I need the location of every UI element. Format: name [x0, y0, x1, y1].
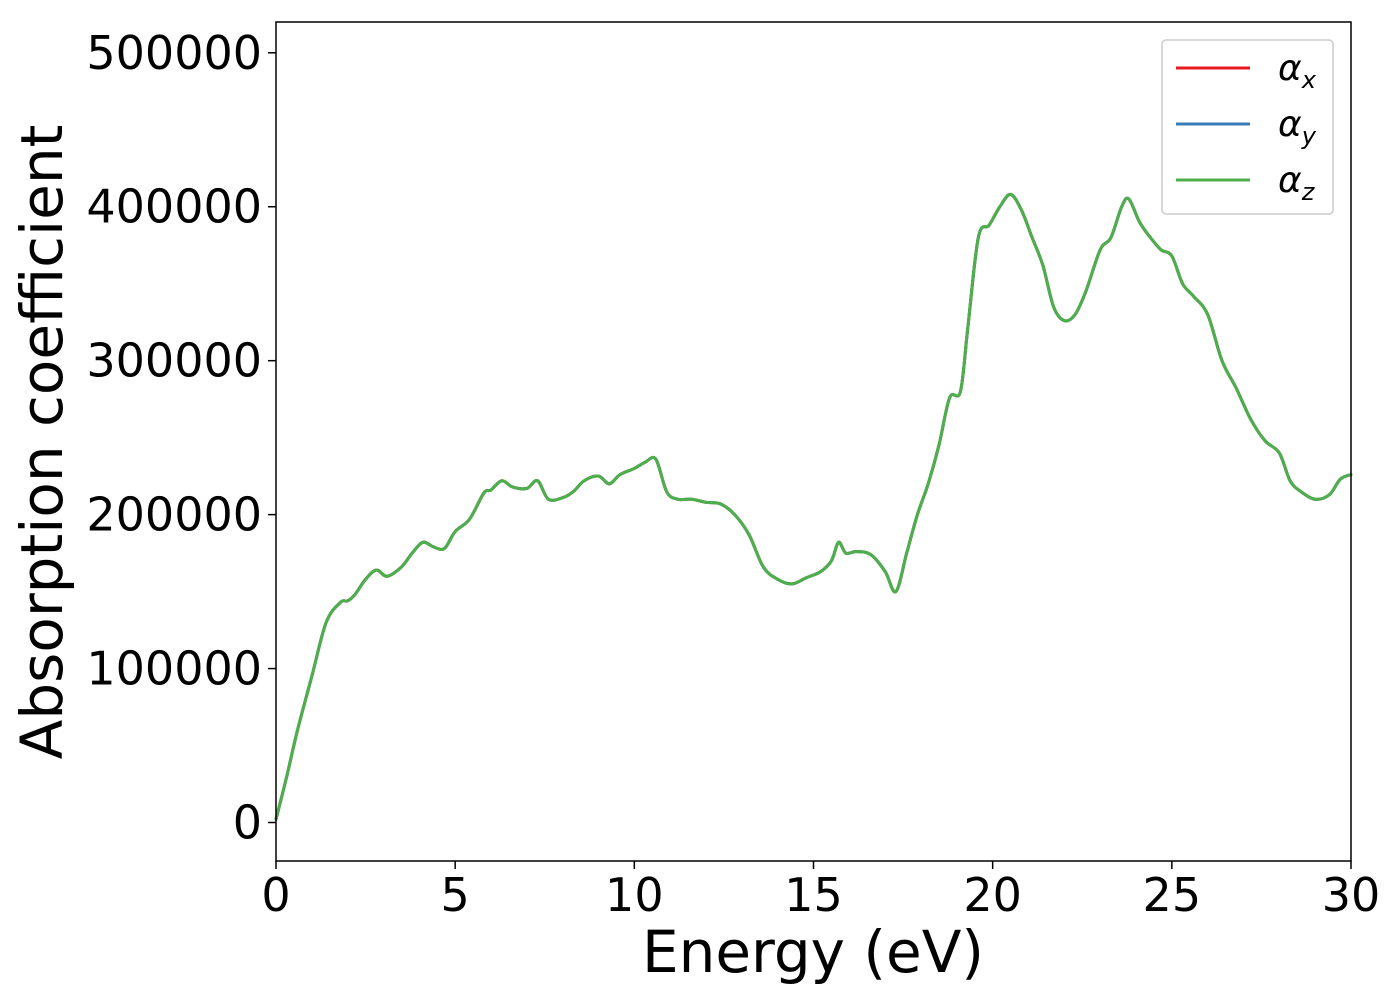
- legend-label-x: αx: [1278, 48, 1317, 94]
- legend-symbol: α: [1278, 48, 1302, 89]
- x-tick-label: 20: [963, 868, 1022, 922]
- series-line-alpha-x: [274, 192, 1353, 821]
- series-layer: [274, 192, 1353, 821]
- y-tick-label: 500000: [86, 26, 262, 80]
- x-axis-label: Energy (eV): [642, 918, 984, 986]
- x-tick-label: 5: [441, 868, 470, 922]
- y-tick-label: 0: [233, 796, 262, 850]
- y-axis-ticks: 0 100000 200000 300000 400000 500000: [86, 26, 276, 850]
- x-tick-label: 15: [784, 868, 843, 922]
- legend-symbol: α: [1278, 104, 1302, 145]
- x-tick-label: 30: [1322, 868, 1381, 922]
- y-tick-label: 200000: [86, 488, 262, 542]
- x-tick-label: 10: [605, 868, 664, 922]
- legend-box: [1161, 39, 1334, 215]
- x-axis-ticks: 0 5 10 15 20 25 30: [261, 861, 1380, 922]
- x-tick-label: 0: [261, 868, 290, 922]
- legend-label-z: αz: [1278, 160, 1316, 206]
- y-tick-label: 300000: [86, 334, 262, 388]
- y-tick-label: 100000: [86, 642, 262, 696]
- series-line-alpha-y: [274, 192, 1353, 821]
- legend-label-y: αy: [1278, 104, 1317, 150]
- x-tick-label: 25: [1143, 868, 1202, 922]
- legend-symbol: α: [1278, 160, 1302, 201]
- legend-subscript: x: [1301, 66, 1317, 94]
- legend-subscript: y: [1301, 122, 1317, 150]
- y-axis-label: Absorption coefficient: [8, 125, 76, 760]
- y-tick-label: 400000: [86, 180, 262, 234]
- legend-subscript: z: [1301, 178, 1316, 206]
- series-line-alpha-z: [274, 192, 1353, 821]
